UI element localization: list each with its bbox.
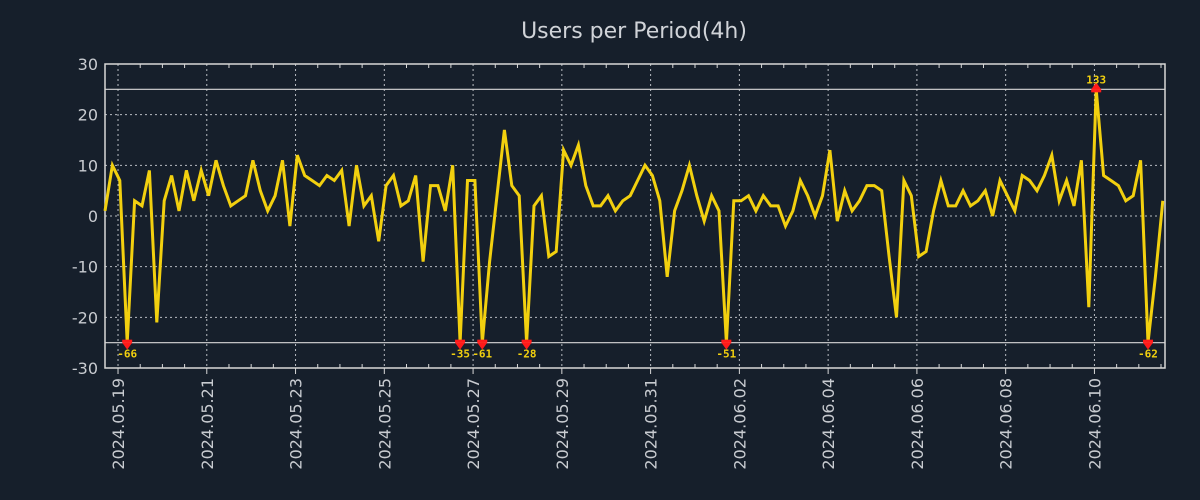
y-tick-label: -30 — [72, 359, 98, 378]
outlier-marker-down — [721, 342, 732, 350]
outlier-marker-down — [521, 342, 532, 350]
outlier-marker-bar — [122, 339, 133, 343]
x-tick-label: 2024.06.02 — [730, 378, 749, 470]
y-tick-label: -10 — [72, 258, 98, 277]
x-tick-label: 2024.06.08 — [997, 378, 1016, 470]
outlier-marker-bar — [1142, 339, 1153, 343]
x-tick-label: 2024.05.29 — [553, 378, 572, 470]
y-tick-label: 0 — [88, 207, 98, 226]
x-tick-label: 2024.06.10 — [1085, 378, 1104, 470]
x-tick-label: 2024.06.04 — [819, 378, 838, 470]
x-tick-label: 2024.05.21 — [198, 378, 217, 470]
x-tick-label: 2024.05.19 — [109, 378, 128, 470]
outlier-marker-down — [477, 342, 488, 350]
outlier-value-label: -35 — [450, 348, 470, 361]
outlier-value-label: -61 — [472, 348, 492, 361]
outlier-marker-bar — [521, 339, 532, 343]
outlier-marker-down — [455, 342, 466, 350]
x-tick-label: 2024.05.23 — [287, 378, 306, 470]
outlier-value-label: -66 — [117, 348, 137, 361]
outlier-marker-bar — [721, 339, 732, 343]
chart-title: Users per Period(4h) — [521, 19, 747, 44]
outlier-value-label: -28 — [517, 348, 537, 361]
grid — [105, 64, 1165, 368]
y-tick-label: 10 — [78, 156, 98, 175]
series — [103, 89, 1165, 343]
outlier-marker-bar — [1091, 89, 1102, 93]
outlier-marker-up — [1091, 82, 1102, 90]
x-tick-label: 2024.05.27 — [464, 378, 483, 470]
outlier-value-label: -51 — [716, 348, 736, 361]
outlier-value-label: -62 — [1138, 348, 1158, 361]
y-tick-label: 20 — [78, 106, 98, 125]
outlier-markers: -66 -35 -61 -28 -51 133 -62 — [117, 73, 1158, 360]
x-tick-label: 2024.05.25 — [375, 378, 394, 470]
series-line-users — [103, 89, 1165, 343]
outlier-marker-bar — [477, 339, 488, 343]
y-tick-label: 30 — [78, 55, 98, 74]
outlier-marker-down — [122, 342, 133, 350]
outlier-value-label: 133 — [1086, 73, 1106, 86]
outlier-marker-bar — [455, 339, 466, 343]
axes: -30 -20 -10 0 10 20 30 2024.05.19 2024.05.21 2024… — [72, 55, 1166, 470]
x-tick-label: 2024.05.31 — [642, 378, 661, 470]
outlier-marker-down — [1142, 342, 1153, 350]
y-tick-label: -20 — [72, 308, 98, 327]
plot-frame — [104, 63, 1166, 369]
x-tick-label: 2024.06.06 — [908, 378, 927, 470]
